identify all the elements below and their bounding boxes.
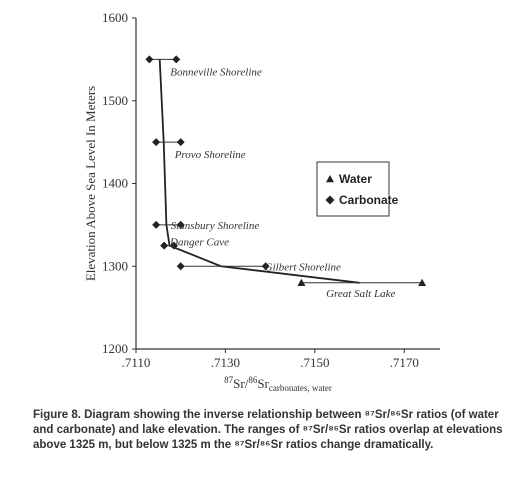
x-axis-title-part: 86 [248, 375, 258, 385]
carbonate-marker [170, 241, 178, 250]
trend-line [158, 59, 360, 284]
carbonate-marker [172, 55, 181, 64]
range-label: Bonneville Shoreline [170, 66, 262, 78]
y-tick-label: 1400 [102, 176, 128, 191]
range-label: Gilbert Shoreline [265, 261, 341, 273]
chart: 1200 1300 1400 1500 1600 .7110 .7130 .7150 .7170… [83, 10, 440, 393]
legend-label-carbonate: Carbonate [339, 193, 399, 207]
plot-area: 1200 1300 1400 1500 1600 .7110 .7130 .7150 .7170… [83, 10, 440, 393]
range-label: Danger Cave [169, 237, 229, 249]
x-axis-title-part: 87 [224, 375, 234, 385]
x-axis-title-part: carbonates, water [269, 383, 332, 393]
carbonate-marker [152, 138, 161, 147]
figure-caption: Figure 8. Diagram showing the inverse re… [33, 409, 503, 451]
range-label: Provo Shoreline [174, 149, 246, 161]
carbonate-marker [160, 241, 169, 250]
x-tick-label: .7150 [300, 355, 329, 370]
y-tick-label: 1500 [102, 93, 128, 108]
legend-label-water: Water [339, 172, 372, 186]
legend-box [316, 161, 390, 217]
y-tick-label: 1600 [102, 10, 128, 25]
x-axis-title-part: Sr [257, 376, 269, 391]
legend-diamond-icon [325, 195, 335, 205]
legend-triangle-icon [326, 175, 334, 183]
x-tick-label: .7170 [390, 355, 419, 370]
carbonate-marker [176, 138, 185, 147]
x-axis-title: 87Sr/86Srcarbonates, water [224, 375, 332, 393]
y-tick-label: 1300 [102, 258, 128, 273]
carbonate-marker [261, 262, 270, 271]
x-axis-title-part: Sr/ [233, 376, 249, 391]
y-axis-title: Elevation Above Sea Level In Meters [83, 86, 98, 281]
range-label: Great Salt Lake [326, 288, 395, 300]
y-tick-label: 1200 [102, 341, 128, 356]
x-tick-label: .7110 [122, 355, 151, 370]
water-marker [297, 278, 306, 286]
water-marker [418, 278, 427, 286]
x-tick-label: .7130 [211, 355, 240, 370]
range-label: Stansbury Shoreline [171, 220, 260, 232]
carbonate-marker [152, 220, 161, 229]
carbonate-marker [145, 55, 154, 64]
carbonate-marker [176, 220, 185, 229]
carbonate-marker [176, 262, 185, 271]
